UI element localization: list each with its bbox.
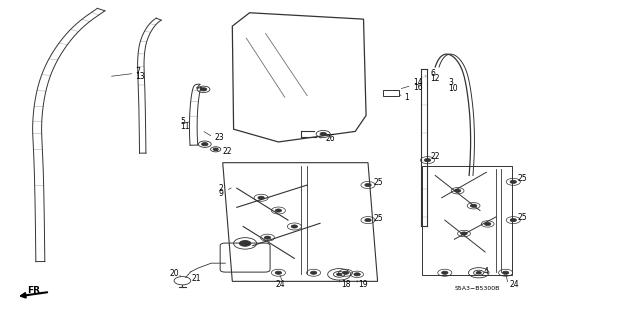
Circle shape xyxy=(365,183,371,187)
Text: 4: 4 xyxy=(483,267,488,276)
Text: 18: 18 xyxy=(341,280,351,289)
Circle shape xyxy=(365,219,371,222)
Circle shape xyxy=(275,271,282,274)
Text: 21: 21 xyxy=(192,274,202,283)
Text: 16: 16 xyxy=(413,83,422,92)
Text: 9: 9 xyxy=(219,189,224,198)
Circle shape xyxy=(264,236,271,239)
Text: 3: 3 xyxy=(448,78,453,87)
Circle shape xyxy=(476,271,481,274)
Circle shape xyxy=(470,204,477,207)
Circle shape xyxy=(510,219,516,222)
Circle shape xyxy=(342,271,349,274)
Text: S5A3−B5300B: S5A3−B5300B xyxy=(454,286,500,291)
Text: 26: 26 xyxy=(325,134,335,143)
Circle shape xyxy=(200,88,207,91)
Circle shape xyxy=(320,132,326,136)
Circle shape xyxy=(484,222,491,226)
Circle shape xyxy=(454,189,461,192)
Text: FR.: FR. xyxy=(28,286,44,295)
Circle shape xyxy=(510,180,516,183)
Text: 1: 1 xyxy=(404,93,409,102)
Text: 11: 11 xyxy=(180,122,190,131)
Circle shape xyxy=(310,271,317,274)
Text: 13: 13 xyxy=(136,72,145,81)
Circle shape xyxy=(291,225,298,228)
Circle shape xyxy=(213,148,218,151)
Text: 25: 25 xyxy=(517,174,527,183)
Text: 24: 24 xyxy=(509,280,519,289)
Circle shape xyxy=(258,196,264,199)
Text: 24: 24 xyxy=(275,280,285,289)
Text: 14: 14 xyxy=(413,78,422,87)
Text: 22: 22 xyxy=(222,147,232,156)
Text: 7: 7 xyxy=(136,67,141,76)
Text: 22: 22 xyxy=(430,152,440,161)
Circle shape xyxy=(502,271,509,274)
Circle shape xyxy=(202,143,208,146)
Text: 5: 5 xyxy=(180,117,186,126)
Text: 23: 23 xyxy=(214,133,224,142)
Text: 25: 25 xyxy=(517,213,527,222)
Circle shape xyxy=(337,273,342,276)
Text: 25: 25 xyxy=(373,214,383,223)
Text: 12: 12 xyxy=(430,74,440,83)
Circle shape xyxy=(442,271,448,274)
Text: 2: 2 xyxy=(219,184,223,193)
Circle shape xyxy=(461,232,467,235)
Text: 20: 20 xyxy=(170,269,179,278)
Text: 25: 25 xyxy=(373,178,383,187)
Text: 6: 6 xyxy=(430,69,435,78)
Circle shape xyxy=(275,209,282,212)
Text: 10: 10 xyxy=(448,84,458,93)
Circle shape xyxy=(354,273,360,276)
Text: 19: 19 xyxy=(358,280,368,289)
Circle shape xyxy=(239,241,251,246)
Bar xyxy=(383,90,399,96)
Circle shape xyxy=(424,159,431,162)
